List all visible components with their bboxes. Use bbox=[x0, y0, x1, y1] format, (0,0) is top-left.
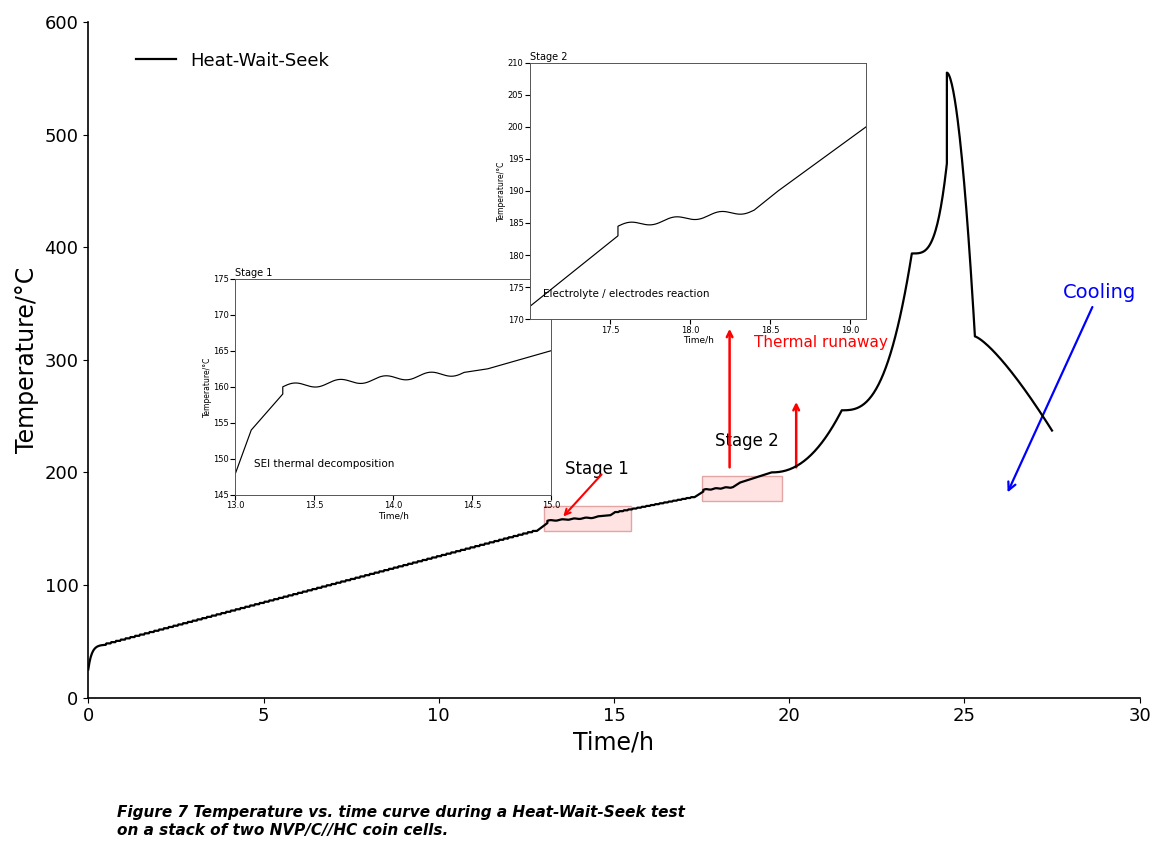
X-axis label: Time/h: Time/h bbox=[574, 731, 654, 755]
Bar bbox=[702, 475, 782, 501]
Legend: Heat-Wait-Seek: Heat-Wait-Seek bbox=[129, 45, 336, 77]
Text: Thermal runaway: Thermal runaway bbox=[754, 335, 888, 350]
Text: Figure 7 Temperature vs. time curve during a Heat-Wait-Seek test
on a stack of t: Figure 7 Temperature vs. time curve duri… bbox=[117, 805, 684, 838]
Text: Cooling: Cooling bbox=[1009, 283, 1136, 490]
Text: Stage 1: Stage 1 bbox=[564, 460, 628, 478]
Text: Stage 2: Stage 2 bbox=[715, 431, 779, 450]
Y-axis label: Temperature/°C: Temperature/°C bbox=[15, 266, 38, 453]
Bar bbox=[543, 506, 632, 531]
